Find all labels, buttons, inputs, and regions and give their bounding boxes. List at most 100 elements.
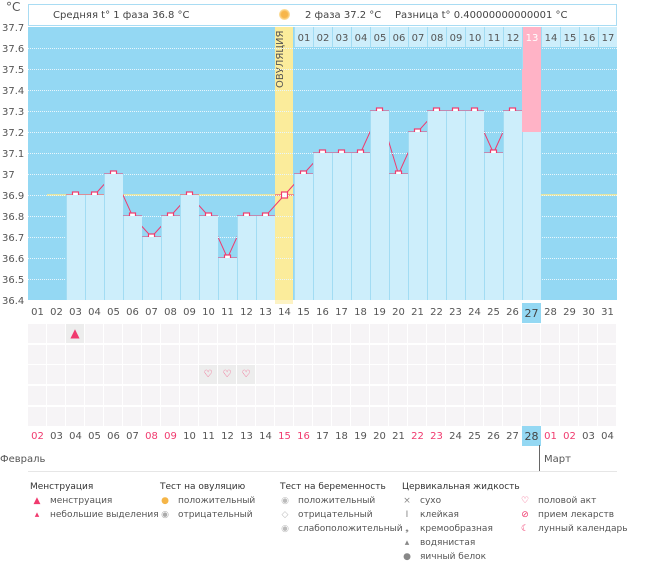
temperature-bar[interactable] (389, 174, 408, 300)
symbol-cell[interactable] (294, 324, 312, 343)
symbol-cell[interactable] (522, 365, 540, 385)
symbol-cell[interactable] (85, 324, 103, 343)
cycle-day[interactable]: 10 (202, 307, 215, 318)
temperature-bar[interactable] (256, 216, 275, 300)
symbol-cell[interactable] (503, 365, 521, 385)
symbol-cell[interactable] (218, 344, 236, 364)
cycle-day[interactable]: 12 (240, 307, 253, 318)
symbol-cell[interactable] (66, 344, 84, 364)
symbol-cell[interactable] (294, 365, 312, 385)
temperature-bar[interactable] (351, 153, 370, 300)
calendar-date[interactable]: 08 (145, 431, 158, 442)
symbol-cell[interactable] (389, 324, 407, 343)
symbol-cell[interactable] (199, 406, 217, 426)
symbol-cell[interactable] (427, 386, 445, 406)
symbol-cell[interactable] (218, 386, 236, 406)
symbol-cell[interactable] (465, 406, 483, 426)
symbol-cell[interactable] (180, 324, 198, 343)
symbol-cell[interactable] (142, 406, 160, 426)
symbol-cell[interactable] (332, 324, 350, 343)
temperature-bar[interactable] (408, 132, 427, 300)
calendar-date[interactable]: 12 (221, 431, 234, 442)
cycle-day[interactable]: 01 (31, 307, 44, 318)
symbol-cell[interactable] (332, 386, 350, 406)
cycle-day[interactable]: 17 (335, 307, 348, 318)
symbol-cell[interactable] (408, 365, 426, 385)
symbol-cell[interactable] (28, 406, 46, 426)
symbol-cell[interactable] (446, 406, 464, 426)
calendar-date[interactable]: 13 (240, 431, 253, 442)
calendar-date[interactable]: 17 (316, 431, 329, 442)
symbol-cell[interactable] (142, 344, 160, 364)
calendar-date[interactable]: 10 (183, 431, 196, 442)
symbol-cell[interactable] (465, 344, 483, 364)
symbol-cell[interactable] (256, 406, 274, 426)
symbol-cell[interactable] (465, 365, 483, 385)
cycle-day[interactable]: 11 (221, 307, 234, 318)
calendar-date[interactable]: 05 (88, 431, 101, 442)
cycle-day[interactable]: 14 (278, 307, 291, 318)
cycle-day[interactable]: 23 (449, 307, 462, 318)
symbol-cell[interactable] (503, 324, 521, 343)
cycle-day[interactable]: 03 (69, 307, 82, 318)
symbol-cell[interactable] (313, 344, 331, 364)
symbol-cell[interactable] (370, 344, 388, 364)
symbol-cell[interactable] (256, 386, 274, 406)
symbol-cell[interactable] (408, 406, 426, 426)
symbol-cell[interactable] (522, 386, 540, 406)
symbol-cell[interactable] (66, 406, 84, 426)
symbol-cell[interactable] (503, 406, 521, 426)
symbol-cell[interactable] (598, 344, 616, 364)
symbol-cell[interactable] (28, 365, 46, 385)
symbol-cell[interactable] (446, 386, 464, 406)
symbol-cell[interactable] (370, 406, 388, 426)
symbol-cell[interactable] (104, 324, 122, 343)
symbol-cell[interactable] (389, 406, 407, 426)
symbol-cell[interactable] (28, 386, 46, 406)
symbol-cell[interactable] (28, 324, 46, 343)
symbol-cell[interactable] (104, 386, 122, 406)
temperature-bar[interactable] (180, 195, 199, 300)
symbol-cell[interactable] (199, 386, 217, 406)
calendar-date[interactable]: 28 (522, 426, 541, 446)
symbol-cell[interactable] (465, 386, 483, 406)
symbol-cell[interactable] (104, 344, 122, 364)
calendar-date[interactable]: 25 (468, 431, 481, 442)
symbol-cell[interactable] (579, 365, 597, 385)
symbol-cell[interactable] (408, 344, 426, 364)
cycle-day[interactable]: 31 (601, 307, 614, 318)
temperature-bar[interactable] (123, 216, 142, 300)
symbol-cell[interactable] (218, 406, 236, 426)
calendar-date[interactable]: 11 (202, 431, 215, 442)
symbol-cell[interactable] (47, 386, 65, 406)
symbol-cell[interactable] (351, 344, 369, 364)
calendar-date[interactable]: 21 (392, 431, 405, 442)
calendar-date[interactable]: 15 (278, 431, 291, 442)
temperature-bar[interactable] (85, 195, 104, 300)
symbol-cell[interactable] (123, 344, 141, 364)
symbol-cell[interactable] (522, 344, 540, 364)
calendar-date[interactable]: 02 (563, 431, 576, 442)
symbol-cell[interactable] (503, 386, 521, 406)
cycle-day[interactable]: 09 (183, 307, 196, 318)
symbol-cell[interactable] (541, 365, 559, 385)
symbol-cell[interactable] (161, 365, 179, 385)
symbol-cell[interactable] (237, 344, 255, 364)
symbol-cell[interactable] (579, 406, 597, 426)
temperature-bar[interactable] (465, 111, 484, 300)
symbol-cell[interactable] (522, 406, 540, 426)
temperature-bar[interactable] (313, 153, 332, 300)
symbol-cell[interactable] (180, 365, 198, 385)
symbol-cell[interactable] (370, 365, 388, 385)
symbol-cell[interactable] (598, 365, 616, 385)
symbol-cell[interactable] (332, 365, 350, 385)
symbol-cell[interactable] (579, 324, 597, 343)
symbol-cell[interactable] (237, 324, 255, 343)
temperature-bar[interactable] (199, 216, 218, 300)
symbol-cell[interactable] (427, 406, 445, 426)
symbol-cell[interactable] (199, 344, 217, 364)
heart-icon[interactable]: ♡ (199, 365, 217, 385)
symbol-cell[interactable] (66, 365, 84, 385)
symbol-cell[interactable] (161, 344, 179, 364)
temperature-plot[interactable]: ОВУЛЯЦИЯ 01 02 03 04 05 06 07 08 09 10 11 12 13 14 15 1… (28, 27, 617, 300)
